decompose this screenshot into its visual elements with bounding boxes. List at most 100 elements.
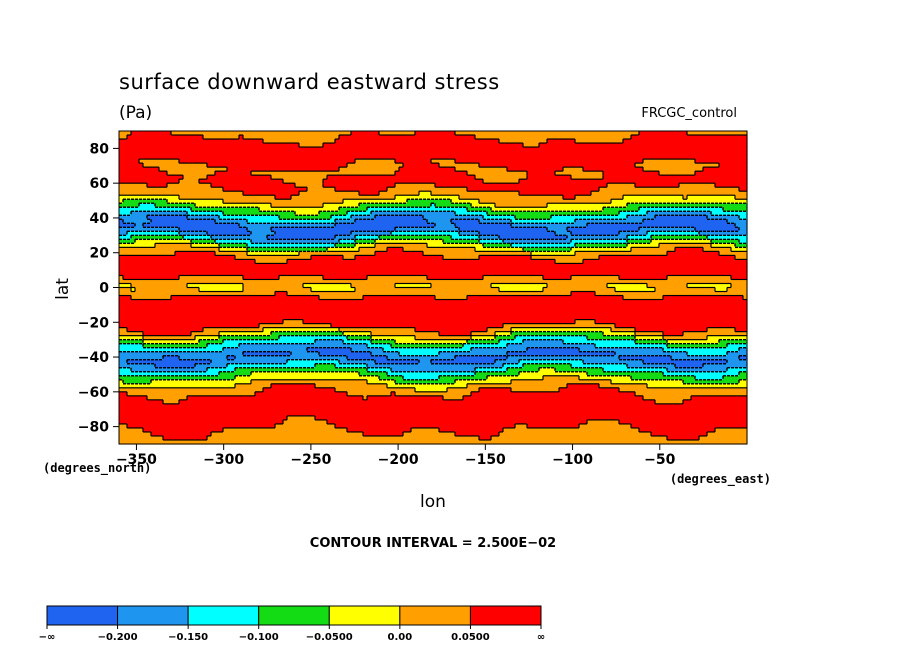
field-cell	[379, 191, 420, 196]
field-cell	[415, 131, 456, 136]
field-cell	[343, 331, 372, 337]
field-cell	[619, 419, 748, 425]
field-cell	[675, 363, 704, 369]
field-cell	[119, 199, 124, 204]
field-cell	[487, 211, 620, 216]
field-cell	[627, 239, 652, 244]
field-cell	[279, 215, 332, 220]
field-cell	[395, 171, 468, 176]
field-cell	[271, 175, 328, 180]
field-cell	[207, 231, 252, 236]
field-cell	[219, 215, 280, 220]
field-cell	[635, 335, 664, 341]
field-cell	[695, 171, 748, 176]
field-cell	[275, 291, 288, 297]
field-cell	[443, 255, 480, 261]
field-cell	[119, 267, 748, 273]
field-cell	[439, 351, 508, 357]
field-cell	[615, 351, 688, 357]
field-cell	[335, 219, 356, 224]
field-cell	[339, 327, 416, 333]
field-cell	[119, 231, 128, 236]
field-cell	[371, 331, 440, 337]
field-cell	[683, 379, 740, 385]
field-cell	[187, 283, 244, 289]
field-cell	[731, 247, 748, 252]
field-cell	[683, 195, 688, 200]
field-cell	[119, 207, 192, 212]
field-cell	[531, 251, 576, 256]
field-cell	[127, 327, 204, 333]
field-cell	[119, 343, 144, 349]
field-cell	[715, 427, 748, 433]
field-cell	[155, 363, 196, 369]
field-cell	[655, 215, 708, 220]
field-cell	[119, 403, 748, 409]
field-cell	[131, 283, 188, 289]
field-cell	[151, 379, 252, 385]
chart-subtitle: (Pa)	[119, 103, 152, 123]
field-cell	[119, 299, 748, 305]
field-cell	[555, 171, 604, 176]
field-cell	[119, 159, 140, 164]
field-cell	[439, 163, 480, 168]
field-cell	[119, 427, 144, 433]
field-cell	[319, 295, 364, 301]
field-cell	[379, 375, 404, 381]
field-cell	[483, 179, 520, 184]
field-cell	[139, 203, 156, 208]
field-cell	[455, 379, 512, 385]
field-cell	[475, 175, 528, 180]
field-cell	[479, 199, 612, 204]
field-cell	[739, 187, 748, 192]
field-cell	[119, 259, 256, 265]
field-cell	[335, 423, 516, 429]
field-cell	[127, 231, 180, 236]
field-cell	[475, 247, 524, 252]
field-cell	[119, 435, 164, 441]
field-cell	[243, 275, 280, 281]
field-cell	[207, 343, 240, 349]
field-cell	[647, 231, 700, 236]
field-cell	[399, 167, 456, 172]
field-cell	[595, 291, 748, 297]
field-cell	[595, 343, 668, 349]
field-cell	[571, 363, 628, 369]
field-cell	[183, 175, 208, 180]
field-cell	[635, 331, 664, 337]
field-cell	[279, 335, 348, 341]
field-cell	[419, 191, 432, 196]
field-cell	[631, 423, 748, 429]
field-cell	[215, 171, 252, 176]
field-cell	[207, 175, 272, 180]
field-cell	[539, 367, 556, 373]
field-cell	[395, 195, 460, 200]
field-cell	[223, 211, 296, 216]
field-cell	[171, 131, 352, 136]
field-cell	[123, 219, 152, 224]
field-cell	[203, 327, 264, 333]
field-cell	[587, 371, 664, 377]
field-cell	[119, 191, 244, 196]
field-cell	[367, 343, 392, 349]
field-cell	[647, 283, 688, 289]
field-cell	[119, 431, 152, 437]
field-cell	[119, 411, 748, 417]
field-cell	[179, 399, 656, 405]
field-cell	[135, 239, 192, 244]
field-cell	[367, 395, 444, 401]
field-cell	[367, 207, 468, 212]
field-cell	[667, 367, 728, 373]
field-cell	[495, 335, 516, 341]
field-cell	[143, 331, 192, 337]
field-cell	[599, 383, 648, 389]
field-cell	[119, 423, 128, 429]
field-cell	[223, 339, 316, 345]
field-cell	[291, 195, 396, 200]
field-cell	[567, 227, 640, 232]
field-cell	[299, 143, 324, 148]
field-cell	[715, 287, 728, 293]
field-cell	[339, 359, 376, 365]
field-cell	[527, 175, 572, 180]
field-cell	[347, 391, 392, 397]
